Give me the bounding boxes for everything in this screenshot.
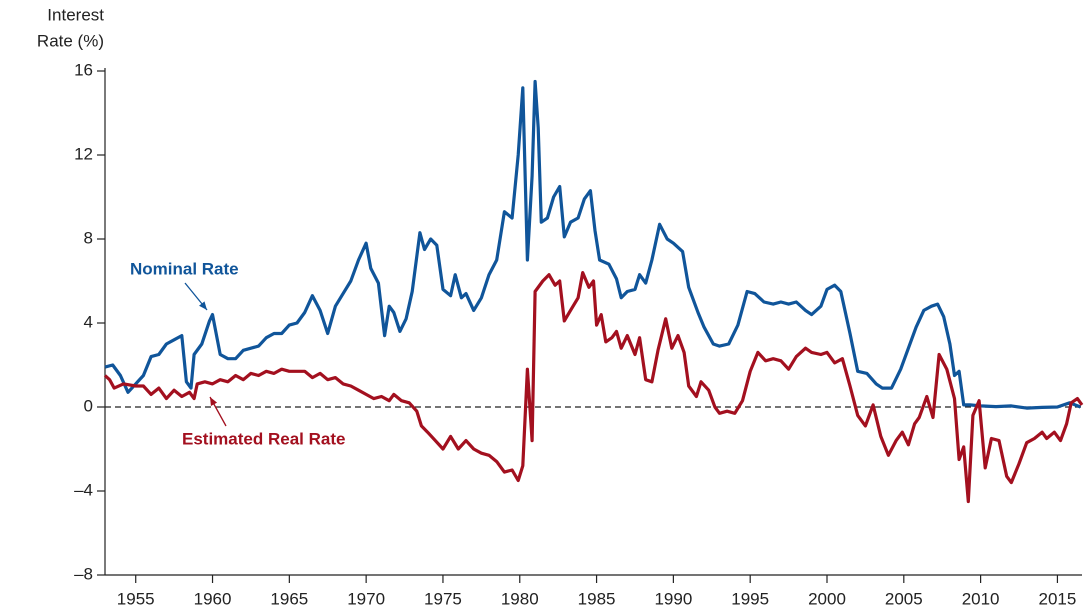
x-tick-label: 1970: [347, 589, 385, 608]
y-tick-label: 12: [74, 144, 93, 163]
x-tick-label: 1975: [424, 589, 462, 608]
x-tick-label: 1965: [270, 589, 308, 608]
x-tick-label: 1985: [578, 589, 616, 608]
x-tick-label: 2015: [1039, 589, 1077, 608]
y-tick-label: 4: [84, 312, 93, 331]
series-label: Estimated Real Rate: [182, 429, 345, 448]
x-tick-label: 2010: [962, 589, 1000, 608]
x-tick-label: 1995: [731, 589, 769, 608]
x-tick-label: 1980: [501, 589, 539, 608]
x-tick-label: 1955: [117, 589, 155, 608]
x-tick-label: 1990: [654, 589, 692, 608]
y-tick-label: 8: [84, 228, 93, 247]
y-axis-label: Rate (%): [37, 31, 104, 50]
y-tick-label: 0: [84, 396, 93, 415]
y-tick-label: 16: [74, 60, 93, 79]
y-axis-label: Interest: [47, 5, 104, 24]
x-tick-label: 1960: [194, 589, 232, 608]
y-tick-label: –8: [74, 564, 93, 583]
arrow-head: [199, 301, 207, 310]
x-tick-label: 2000: [808, 589, 846, 608]
arrow-head: [210, 397, 218, 406]
series-line: [104, 79, 1082, 410]
y-tick-label: –4: [74, 480, 93, 499]
series-label: Nominal Rate: [130, 259, 239, 278]
series-line: [103, 271, 1084, 504]
x-tick-label: 2005: [885, 589, 923, 608]
